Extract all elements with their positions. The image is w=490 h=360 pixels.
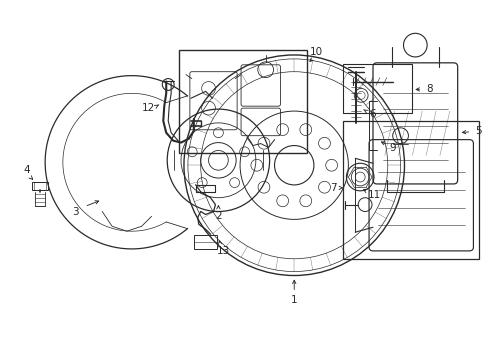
Text: 2: 2 <box>215 211 222 221</box>
Bar <box>194 235 218 249</box>
Text: 13: 13 <box>217 246 230 256</box>
Bar <box>32 182 48 190</box>
Text: 9: 9 <box>390 143 396 153</box>
Bar <box>343 121 479 259</box>
Text: 5: 5 <box>475 126 482 136</box>
Text: 11: 11 <box>368 190 381 200</box>
Text: 4: 4 <box>23 165 30 175</box>
Text: 6: 6 <box>369 109 376 119</box>
Text: 12: 12 <box>142 103 155 113</box>
Bar <box>179 50 307 153</box>
Bar <box>343 64 413 113</box>
Text: 3: 3 <box>73 207 79 216</box>
Text: 10: 10 <box>310 47 323 57</box>
Text: 8: 8 <box>426 84 433 94</box>
Text: 1: 1 <box>291 295 297 305</box>
Text: 7: 7 <box>330 183 337 193</box>
